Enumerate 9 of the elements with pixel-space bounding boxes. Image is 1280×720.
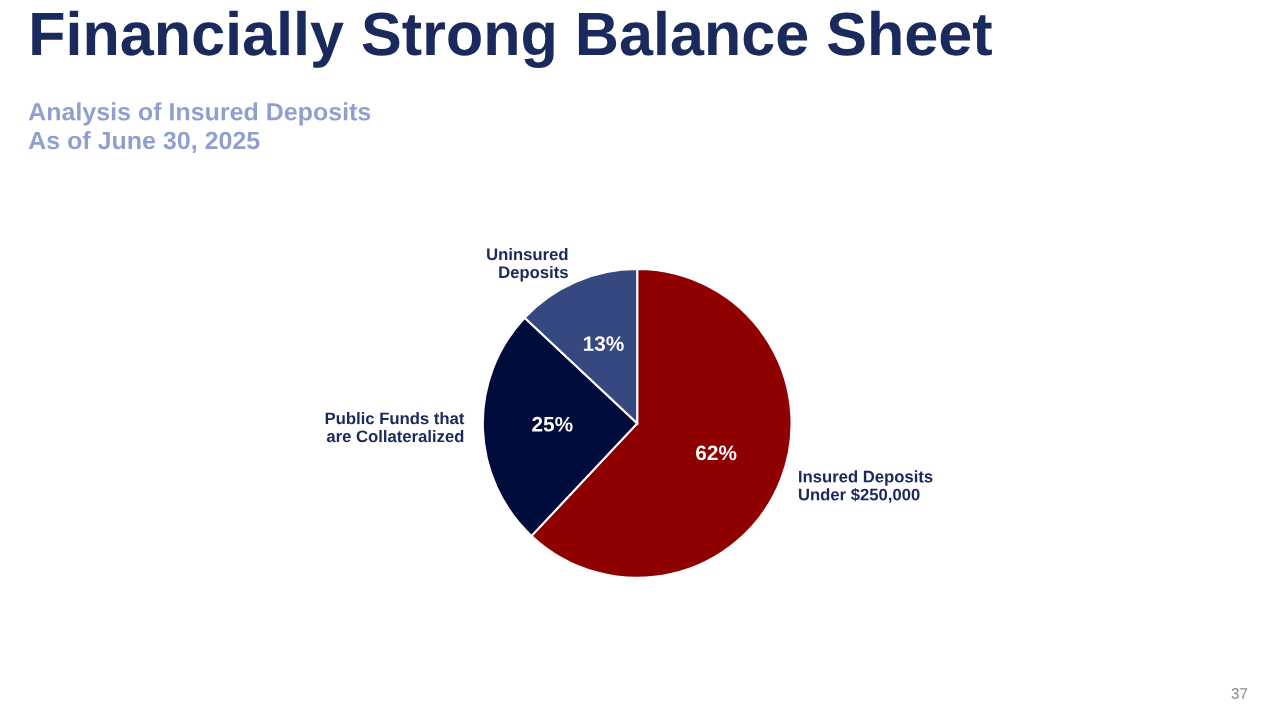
slice-label: Public Funds that are Collateralized <box>325 412 465 443</box>
chart-title: Financially Strong Balance Sheet <box>32 10 992 69</box>
data-label: 62% <box>696 445 737 461</box>
data-label: 13% <box>583 336 624 352</box>
slice-label: Uninsured Deposits <box>487 247 568 282</box>
chart-subtitle: Analysis of Insured Deposits As of June 30, 2025 <box>28 102 371 153</box>
text: 37 <box>1231 688 1248 699</box>
slice-label: Insured Deposits Under $250,000 <box>798 470 933 503</box>
data-label: 25% <box>532 416 573 432</box>
